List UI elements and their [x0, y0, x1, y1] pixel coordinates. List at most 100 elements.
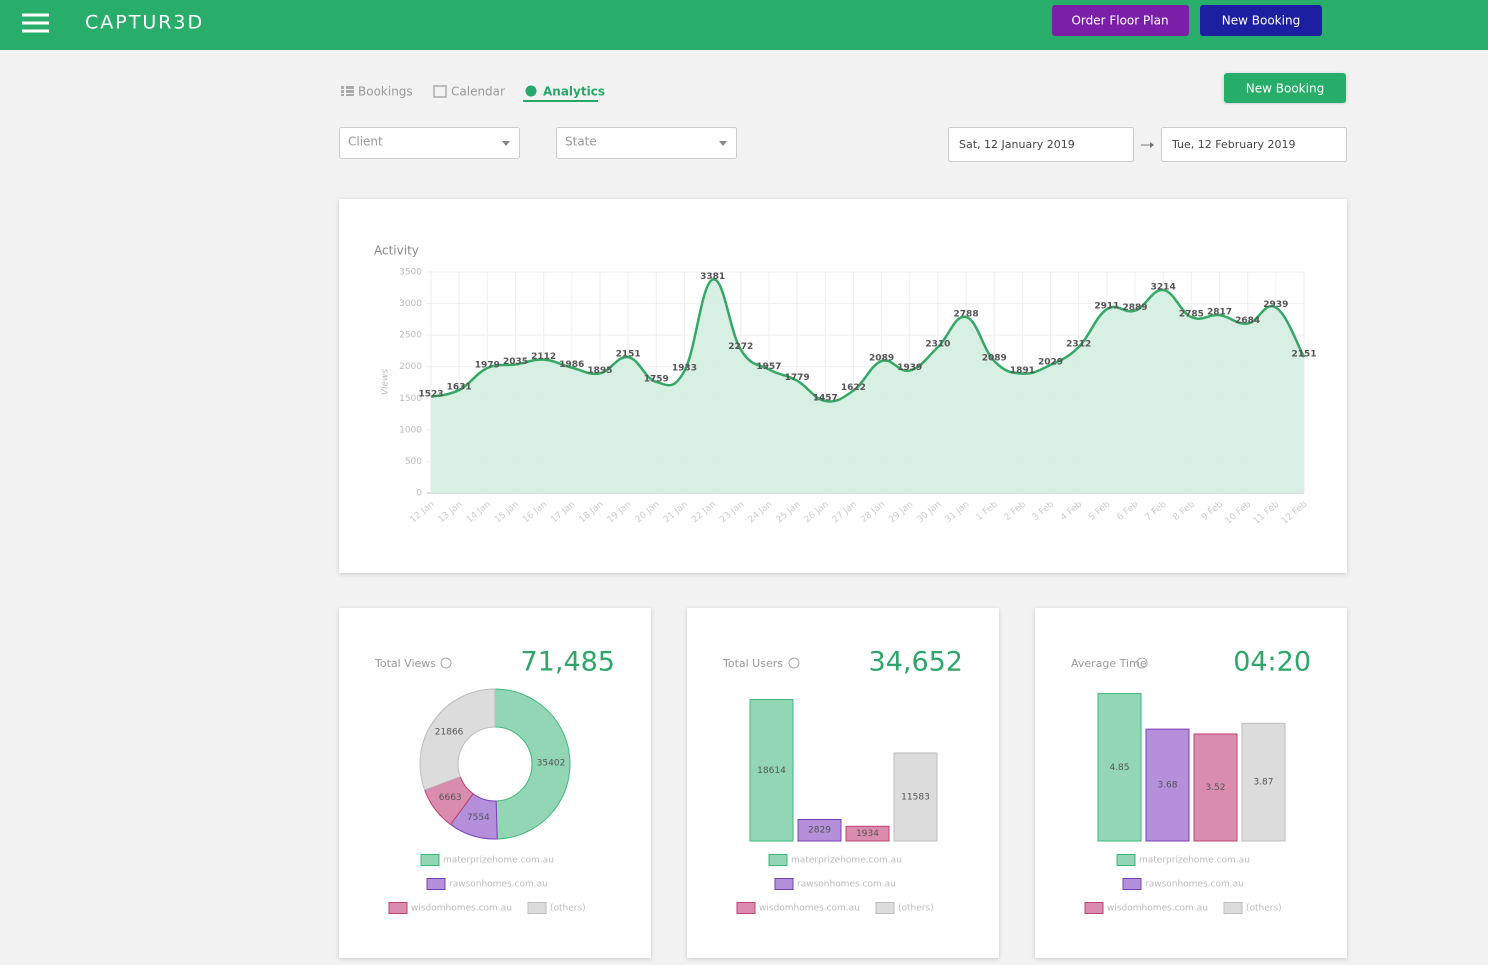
- tab-analytics[interactable]: Analytics: [523, 85, 605, 103]
- data-label: 2817: [1207, 308, 1232, 318]
- y-tick-label: 3000: [399, 299, 422, 309]
- bar: [1145, 728, 1190, 842]
- data-label: 2939: [1263, 300, 1288, 310]
- data-label: 2310: [925, 340, 950, 350]
- legend-swatch: [1223, 902, 1243, 914]
- data-label: 35402: [537, 759, 566, 769]
- bar: [749, 699, 794, 842]
- legend-label: (others): [550, 904, 586, 914]
- line: [430, 278, 1306, 403]
- data-label: 2089: [869, 354, 894, 364]
- logo: CAPTUR3D: [85, 12, 204, 34]
- data-label: 1523: [418, 389, 443, 399]
- data-label: 3.87: [1253, 778, 1273, 788]
- select-placeholder: Client: [348, 135, 383, 149]
- data-label: 2035: [503, 357, 528, 367]
- data-label: 2112: [531, 352, 556, 362]
- legend-swatch: [768, 854, 788, 866]
- data-label: 1895: [587, 366, 612, 376]
- date-arrow: [1141, 142, 1154, 148]
- stat-value: 34,652: [869, 647, 963, 678]
- data-label: 18614: [757, 766, 786, 776]
- order-floor-plan-button[interactable]: Order Floor Plan: [1052, 5, 1189, 36]
- legend-label: materprizehome.com.au: [443, 856, 554, 866]
- bar: [893, 752, 938, 842]
- date-to-input[interactable]: Tue, 12 February 2019: [1161, 127, 1347, 162]
- data-label: 6663: [439, 793, 462, 803]
- date-text: Sat, 12 January 2019: [959, 138, 1075, 151]
- legend-label: (others): [1246, 904, 1282, 914]
- button-label: Order Floor Plan: [1071, 14, 1168, 28]
- pie-slice: [419, 688, 496, 791]
- stat-card: [1035, 608, 1347, 958]
- data-label: 2029: [1038, 357, 1063, 367]
- client-select[interactable]: Client: [339, 127, 520, 159]
- data-label: 1759: [644, 374, 669, 384]
- y-tick-label: 3500: [399, 268, 422, 278]
- menu-button[interactable]: [22, 13, 49, 33]
- legend-label: (others): [898, 904, 934, 914]
- legend-swatch: [736, 902, 756, 914]
- legend-label: wisdomhomes.com.au: [759, 904, 860, 914]
- legend-label: materprizehome.com.au: [1139, 856, 1250, 866]
- legend-swatch: [1116, 854, 1136, 866]
- data-label: 3.52: [1205, 783, 1225, 793]
- bar: [1193, 733, 1238, 842]
- help-icon: [440, 657, 452, 669]
- data-label: 2829: [808, 826, 831, 836]
- bar: [1097, 693, 1142, 842]
- state-select[interactable]: State: [556, 127, 737, 159]
- data-label: 2684: [1235, 316, 1260, 326]
- data-label: 3214: [1151, 283, 1176, 293]
- stat-value: 04:20: [1233, 647, 1311, 678]
- button-label: New Booking: [1246, 82, 1324, 96]
- data-label: 1934: [856, 829, 879, 839]
- tab-calendar[interactable]: Calendar: [433, 85, 505, 99]
- stat-label: Total Users: [722, 657, 783, 670]
- data-label: 2272: [728, 342, 753, 352]
- stat-value: 71,485: [521, 647, 615, 678]
- data-label: 1986: [559, 360, 584, 370]
- new-booking-header-button[interactable]: New Booking: [1200, 5, 1322, 36]
- tab-label: Analytics: [543, 85, 605, 99]
- data-label: 2788: [954, 309, 979, 319]
- chart-title: Activity: [374, 244, 419, 258]
- data-label: 2151: [616, 350, 641, 360]
- tab-label: Calendar: [451, 85, 505, 99]
- legend-label: wisdomhomes.com.au: [1107, 904, 1208, 914]
- data-label: 4.85: [1109, 763, 1129, 773]
- data-label: 2785: [1179, 310, 1204, 320]
- data-label: 2151: [1291, 350, 1316, 360]
- area: [431, 279, 1304, 493]
- data-label: 2911: [1094, 302, 1119, 312]
- stat-card: [687, 608, 999, 958]
- data-label: 1979: [475, 361, 500, 371]
- legend-swatch: [1122, 878, 1142, 890]
- legend-swatch: [1084, 902, 1104, 914]
- data-label: 21866: [435, 727, 464, 737]
- y-tick-label: 500: [405, 457, 422, 467]
- legend-swatch: [527, 902, 547, 914]
- data-label: 1939: [897, 363, 922, 373]
- legend-label: rawsonhomes.com.au: [797, 880, 896, 890]
- data-label: 1779: [785, 373, 810, 383]
- new-booking-button[interactable]: New Booking: [1224, 73, 1346, 103]
- button-label: New Booking: [1222, 14, 1300, 28]
- data-label: 3381: [700, 272, 725, 282]
- data-label: 1457: [813, 394, 838, 404]
- stat-card: [339, 608, 651, 958]
- legend-swatch: [388, 902, 408, 914]
- data-label: 2089: [982, 354, 1007, 364]
- data-label: 1957: [756, 362, 781, 372]
- tab-bookings[interactable]: Bookings: [341, 85, 413, 99]
- pie-slice: [494, 688, 571, 840]
- date-from-input[interactable]: Sat, 12 January 2019: [948, 127, 1134, 162]
- stat-label: Average Time: [1071, 657, 1147, 670]
- y-tick-label: 2000: [399, 362, 422, 372]
- tab-label: Bookings: [358, 85, 413, 99]
- bar: [845, 825, 890, 842]
- y-tick-label: 1000: [399, 425, 422, 435]
- legend-swatch: [774, 878, 794, 890]
